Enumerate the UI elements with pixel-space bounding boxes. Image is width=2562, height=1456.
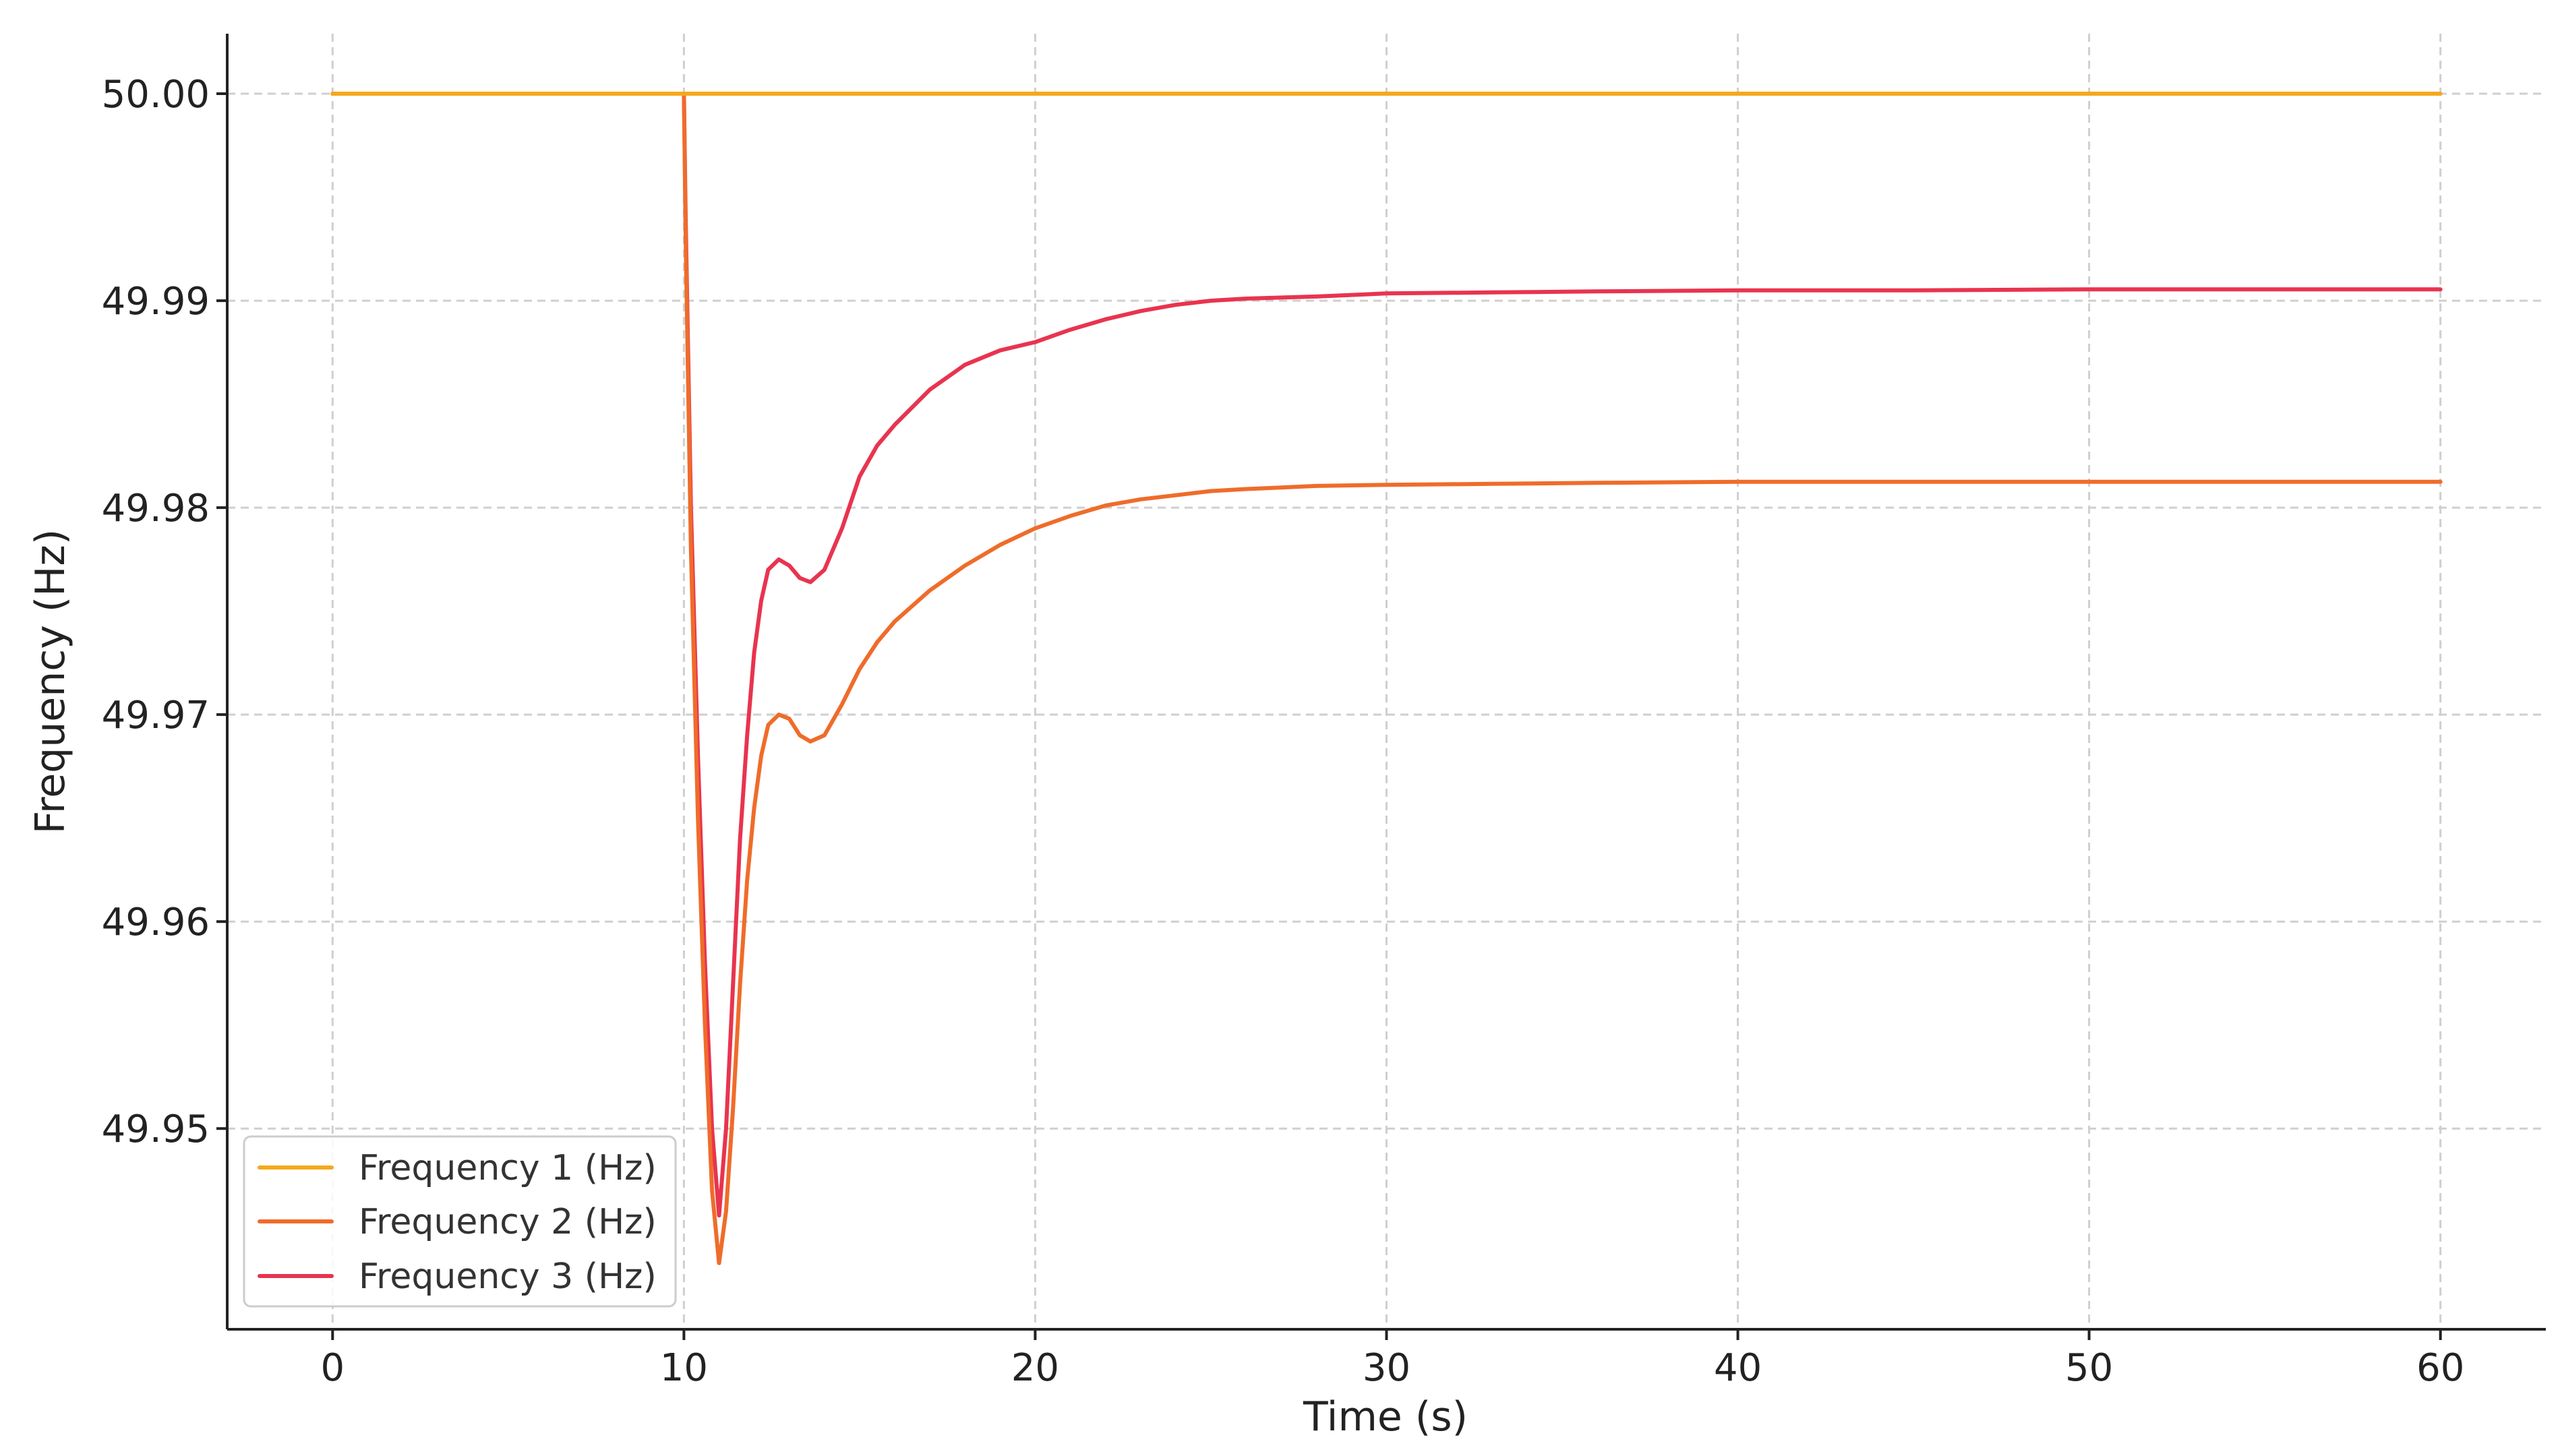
y-axis-label: Frequency (Hz) bbox=[27, 529, 74, 834]
x-axis-label: Time (s) bbox=[1303, 1393, 1468, 1440]
series-lines bbox=[330, 92, 2443, 1265]
legend-label-frequency-2: Frequency 2 (Hz) bbox=[359, 1202, 657, 1242]
legend-label-frequency-1: Frequency 1 (Hz) bbox=[359, 1148, 657, 1188]
x-tick-label: 60 bbox=[2416, 1346, 2464, 1390]
y-tick-label: 49.98 bbox=[102, 487, 210, 530]
x-tick-label: 10 bbox=[660, 1346, 708, 1390]
x-tick-label: 50 bbox=[2065, 1346, 2113, 1390]
series-line-frequency-3-hz bbox=[330, 92, 2443, 1218]
grid-lines bbox=[227, 34, 2546, 1329]
x-tick-label: 20 bbox=[1011, 1346, 1059, 1390]
x-tick-label: 0 bbox=[320, 1346, 345, 1390]
x-tick-label: 30 bbox=[1363, 1346, 1410, 1390]
y-tick-label: 49.99 bbox=[102, 280, 210, 324]
legend-box bbox=[243, 1135, 677, 1308]
series-line-frequency-2-hz bbox=[330, 92, 2443, 1265]
x-tick-label: 40 bbox=[1714, 1346, 1762, 1390]
y-tick-label: 49.96 bbox=[102, 901, 210, 944]
y-tick-label: 49.95 bbox=[102, 1108, 210, 1151]
y-tick-label: 49.97 bbox=[102, 694, 210, 737]
legend-label-frequency-3: Frequency 3 (Hz) bbox=[359, 1256, 657, 1297]
y-tick-label: 50.00 bbox=[102, 73, 210, 117]
legend: Frequency 1 (Hz) Frequency 2 (Hz) Freque… bbox=[243, 1135, 677, 1308]
ticks: 0 10 20 30 40 50 60 49.95 49.96 49.97 49.98 49.99 50… bbox=[102, 73, 2465, 1390]
